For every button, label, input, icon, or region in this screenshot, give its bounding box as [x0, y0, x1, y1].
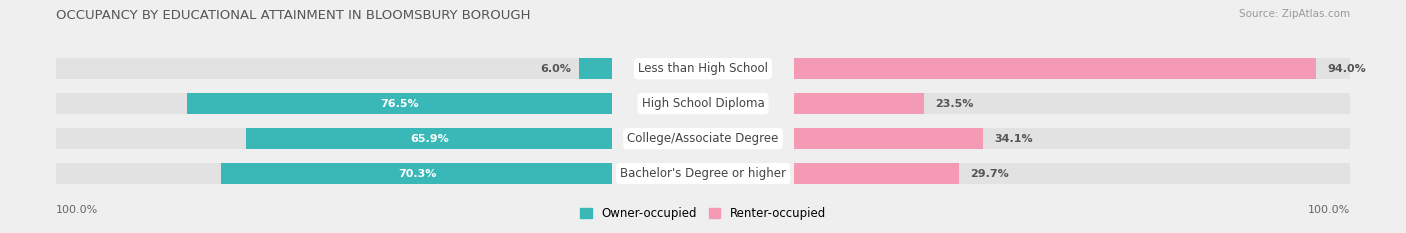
Text: 65.9%: 65.9%: [409, 134, 449, 144]
Bar: [56, 93, 613, 114]
Legend: Owner-occupied, Renter-occupied: Owner-occupied, Renter-occupied: [575, 202, 831, 225]
Bar: [793, 128, 1350, 149]
Bar: [793, 93, 924, 114]
Bar: [793, 58, 1350, 79]
Text: 100.0%: 100.0%: [1308, 205, 1350, 215]
Text: Less than High School: Less than High School: [638, 62, 768, 75]
Bar: [579, 58, 613, 79]
Text: 6.0%: 6.0%: [540, 64, 571, 74]
Bar: [793, 163, 959, 184]
Text: 34.1%: 34.1%: [994, 134, 1033, 144]
Bar: [793, 163, 1350, 184]
Bar: [793, 58, 1316, 79]
Bar: [56, 163, 613, 184]
Text: 100.0%: 100.0%: [56, 205, 98, 215]
Text: OCCUPANCY BY EDUCATIONAL ATTAINMENT IN BLOOMSBURY BOROUGH: OCCUPANCY BY EDUCATIONAL ATTAINMENT IN B…: [56, 9, 530, 22]
Text: 94.0%: 94.0%: [1327, 64, 1367, 74]
Text: 70.3%: 70.3%: [398, 169, 436, 178]
Bar: [793, 93, 1350, 114]
Bar: [221, 163, 613, 184]
Text: High School Diploma: High School Diploma: [641, 97, 765, 110]
Bar: [56, 58, 613, 79]
Bar: [246, 128, 613, 149]
Text: Bachelor's Degree or higher: Bachelor's Degree or higher: [620, 167, 786, 180]
Text: College/Associate Degree: College/Associate Degree: [627, 132, 779, 145]
Text: 23.5%: 23.5%: [935, 99, 974, 109]
Bar: [187, 93, 613, 114]
Bar: [793, 128, 983, 149]
Text: Source: ZipAtlas.com: Source: ZipAtlas.com: [1239, 9, 1350, 19]
Bar: [56, 128, 613, 149]
Text: 29.7%: 29.7%: [970, 169, 1008, 178]
Text: 76.5%: 76.5%: [381, 99, 419, 109]
